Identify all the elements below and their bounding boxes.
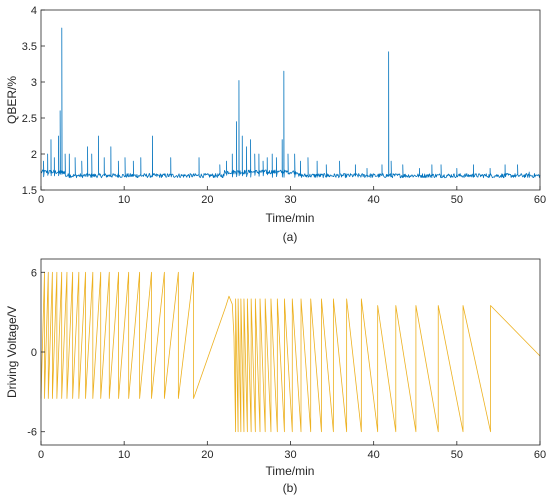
b-ytick-label: 6 [31, 267, 37, 279]
b-xtick-label: 60 [534, 449, 546, 461]
b-xtick-label: 50 [451, 449, 463, 461]
a-ytick-label: 4 [31, 5, 37, 17]
caption-a: (a) [283, 230, 298, 244]
b-xtick-label: 10 [118, 449, 130, 461]
a-xtick-label: 0 [38, 194, 44, 206]
a-xtick-label: 30 [284, 194, 296, 206]
a-xtick-label: 50 [451, 194, 463, 206]
y-ticks-a: 1.5 2 2.5 3 3.5 4 [22, 5, 45, 197]
qber-panel: 0 10 20 30 40 50 60 1.5 2 2.5 3 3.5 4 Time/min QBER… [5, 5, 546, 244]
driving-voltage-series [40, 271, 541, 433]
b-xtick-label: 20 [201, 449, 213, 461]
x-ticks-a: 0 10 20 30 40 50 60 [38, 186, 546, 206]
driving-voltage-line [40, 271, 541, 433]
a-xtick-label: 10 [118, 194, 130, 206]
driving-voltage-panel: 0 10 20 30 40 50 60 -606 Time/min Driving Volt… [5, 258, 546, 495]
a-xtick-label: 20 [201, 194, 213, 206]
y-axis-label-b: Driving Voltage/V [5, 306, 19, 398]
x-axis-label-a: Time/min [266, 211, 315, 225]
caption-b: (b) [283, 481, 298, 495]
x-axis-label-b: Time/min [266, 464, 315, 478]
y-ticks-b: -6 0 6 [27, 267, 45, 439]
a-xtick-label: 40 [368, 194, 380, 206]
a-xtick-label: 60 [534, 194, 546, 206]
a-ytick-label: 2.5 [22, 113, 37, 125]
qber-series [40, 27, 541, 179]
a-ytick-label: 2 [31, 149, 37, 161]
b-xtick-label: 30 [284, 449, 296, 461]
x-ticks-b: 0 10 20 30 40 50 60 [38, 441, 546, 461]
a-ytick-label: 1.5 [22, 185, 37, 197]
plot-area-a [41, 10, 540, 190]
b-xtick-label: 40 [368, 449, 380, 461]
qber-line [40, 27, 541, 179]
b-ytick-label: 0 [31, 347, 37, 359]
a-ytick-label: 3 [31, 77, 37, 89]
b-xtick-label: 0 [38, 449, 44, 461]
plot-area-b [41, 259, 540, 445]
a-ytick-label: 3.5 [22, 41, 37, 53]
b-ytick-label: -6 [27, 427, 37, 439]
y-axis-label-a: QBER/% [5, 76, 19, 124]
